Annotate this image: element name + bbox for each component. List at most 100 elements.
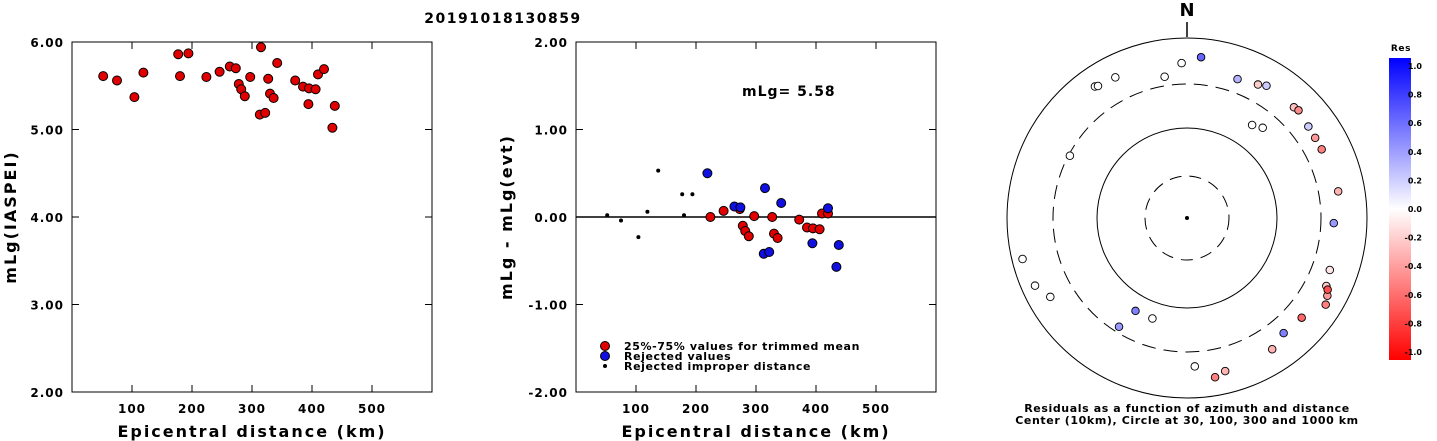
residual-point	[1220, 366, 1230, 376]
red-circle-point	[263, 73, 274, 84]
panel-magnitude-xlabel: Epicentral distance (km)	[117, 422, 386, 441]
colorbar-tick-label: 0.4	[1408, 148, 1423, 157]
colorbar-tick-label: -0.8	[1405, 319, 1423, 328]
residual-point	[1065, 151, 1075, 160]
panel-0-xtick-label: 200	[178, 402, 206, 416]
ring-1000km	[1006, 37, 1368, 399]
panel-0-xtick-label: 400	[298, 402, 326, 416]
residual-point	[1233, 74, 1242, 84]
residual-point	[1279, 328, 1288, 338]
colorbar-tick-label: -0.4	[1405, 262, 1423, 271]
residual-point	[1317, 145, 1326, 154]
black-dot-point	[656, 168, 661, 173]
panel-magnitude-points	[98, 42, 340, 133]
panel-1-ytick-label: 0.00	[534, 211, 568, 225]
colorbar-tick-label: 0.8	[1408, 91, 1423, 100]
red-circle-point	[327, 122, 338, 133]
colorbar: Res 1.0 0.8 0.6 0.4 0.2 0.0 -0.2 -0.4 -0.6 -0.8 -1…	[1389, 44, 1422, 360]
colorbar-title: Res	[1391, 44, 1411, 54]
legend-trimmed-marker	[600, 341, 610, 351]
blue-circle-point	[833, 240, 844, 250]
residual-point	[1310, 133, 1320, 143]
mean-magnitude-annotation: mLg= 5.58	[742, 84, 836, 100]
panel-1-ytick-label: 2.00	[534, 36, 568, 50]
panel-0-ytick-label: 3.00	[30, 299, 64, 313]
blue-circle-point	[823, 203, 833, 214]
legend-improper-marker	[603, 364, 607, 368]
panel-0-xtick-label: 300	[238, 402, 266, 416]
blue-circle-point	[831, 261, 842, 272]
colorbar-tick-label: 1.0	[1408, 62, 1423, 71]
black-dot-point	[645, 209, 650, 214]
residual-point	[1323, 285, 1332, 294]
red-circle-point	[272, 58, 283, 68]
panel-magnitude-frame	[71, 41, 433, 393]
red-circle-point	[256, 42, 266, 53]
residual-point	[1294, 106, 1303, 115]
ring-300km	[1052, 83, 1322, 353]
red-circle-point	[98, 71, 109, 82]
residual-point	[1247, 120, 1257, 130]
residual-point	[1177, 58, 1186, 68]
residual-point	[1148, 314, 1157, 323]
residual-point	[1196, 52, 1206, 62]
red-circle-point	[303, 99, 314, 110]
blue-circle-point	[776, 198, 787, 208]
residual-point	[1262, 81, 1271, 91]
residual-point	[1325, 265, 1335, 275]
panel-residual-xlabel: Epicentral distance (km)	[621, 422, 890, 441]
residual-point	[1114, 322, 1124, 332]
residual-point	[1321, 300, 1330, 309]
panel-residual: 100 200 300 400 500 -2.00 -1.00 0.00 1.00 2.00 Ep…	[497, 36, 937, 441]
residual-point	[1258, 123, 1267, 133]
colorbar-gradient	[1389, 58, 1411, 360]
panel-1-ytick-label: 1.00	[534, 124, 568, 138]
residual-point	[1018, 254, 1027, 264]
panel-0-ytick-label: 5.00	[30, 124, 64, 138]
panel-polar: N Residuals as a function of azimuth and…	[1006, 0, 1368, 427]
residual-point	[1030, 281, 1040, 290]
panel-1-xtick-label: 500	[862, 402, 890, 416]
ring-100km	[1096, 127, 1278, 309]
panel-0-xtick-label: 100	[118, 402, 146, 416]
colorbar-tick-label: -1.0	[1405, 348, 1423, 357]
panel-magnitude-ticks: 100 200 300 400 500 2.00 3.00 4.00 5.00 6.00	[30, 36, 432, 416]
panel-1-ytick-label: -1.00	[528, 299, 568, 313]
red-circle-point	[767, 212, 778, 222]
ring-30km	[1144, 175, 1230, 261]
black-dot-point	[690, 192, 695, 197]
residual-point	[1253, 80, 1263, 89]
colorbar-tick-label: -0.2	[1405, 234, 1423, 243]
red-circle-point	[183, 48, 194, 59]
colorbar-tick-label: -0.6	[1405, 291, 1423, 300]
red-circle-point	[329, 100, 340, 111]
center-dot	[1185, 216, 1189, 220]
red-circle-point	[319, 64, 329, 75]
panel-1-xtick-label: 100	[622, 402, 650, 416]
panel-1-ytick-label: -2.00	[528, 386, 568, 400]
red-circle-point	[129, 92, 140, 103]
legend-rejected-marker	[600, 351, 610, 361]
red-circle-point	[214, 66, 225, 77]
polar-caption-line1: Residuals as a function of azimuth and d…	[1024, 402, 1350, 415]
legend-rejected-label: Rejected values	[624, 350, 731, 363]
red-circle-point	[260, 107, 271, 118]
legend-trimmed-label: 25%-75% values for trimmed mean	[624, 340, 860, 353]
residual-point	[1297, 313, 1306, 322]
blue-circle-point	[760, 183, 770, 194]
residual-point	[1267, 344, 1277, 354]
polar-caption-line2: Center (10km), Circle at 30, 100, 300 an…	[1015, 414, 1359, 427]
panel-0-ytick-label: 4.00	[30, 211, 64, 225]
red-circle-point	[743, 231, 754, 242]
colorbar-tick-label: 0.2	[1408, 176, 1422, 185]
residual-point	[1210, 373, 1220, 382]
panel-residual-points	[605, 168, 844, 272]
residual-point	[1304, 122, 1313, 131]
blue-circle-point	[702, 168, 713, 179]
red-circle-point	[230, 63, 241, 74]
figure-title: 20191018130859	[424, 11, 581, 27]
red-circle-point	[814, 224, 825, 235]
red-circle-point	[268, 93, 279, 103]
panel-magnitude-ylabel: mLg(IASPEI)	[1, 150, 20, 283]
